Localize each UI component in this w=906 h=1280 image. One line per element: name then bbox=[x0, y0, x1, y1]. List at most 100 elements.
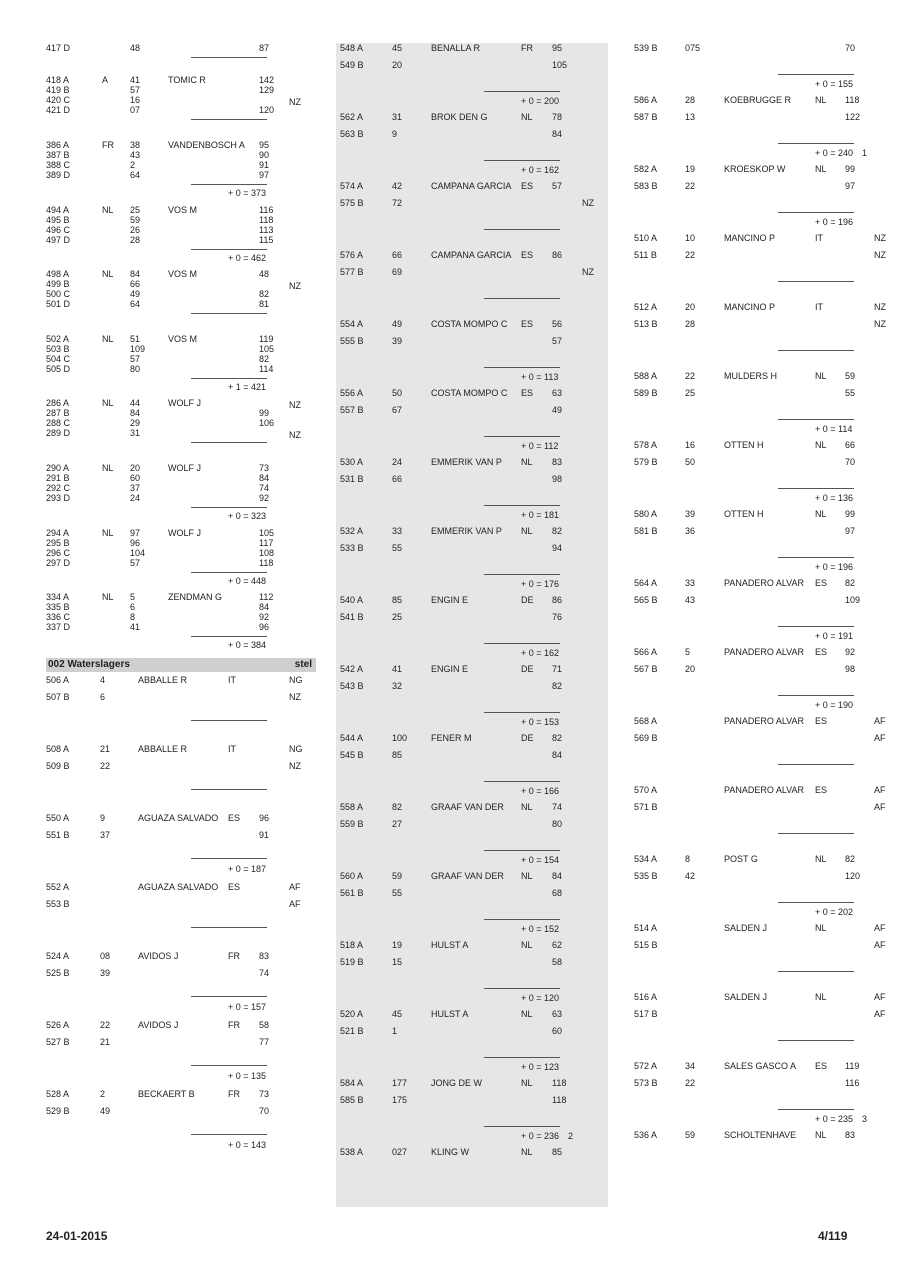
subtotal-rule bbox=[484, 436, 560, 437]
score: 84 bbox=[552, 871, 563, 881]
status-flag: NG bbox=[289, 744, 303, 754]
subtotal-rule bbox=[191, 119, 267, 120]
country-code: ES bbox=[521, 319, 534, 329]
score: 99 bbox=[845, 509, 856, 519]
country-code: NL bbox=[102, 334, 114, 344]
participant-name: MANCINO P bbox=[724, 233, 776, 243]
ring-code: 529 B bbox=[46, 1106, 70, 1116]
score: 97 bbox=[845, 181, 856, 191]
ring-code: 586 A bbox=[634, 95, 658, 105]
subtotal: + 0 = 323 bbox=[228, 511, 267, 521]
entry-number: 075 bbox=[685, 43, 701, 53]
country-code: IT bbox=[815, 302, 823, 312]
participant-name: PANADERO ALVAR bbox=[724, 716, 805, 726]
entry-number: 13 bbox=[685, 112, 696, 122]
entry-number: 5 bbox=[685, 647, 691, 657]
subtotal: + 0 = 190 bbox=[815, 700, 854, 710]
subtotal: + 0 = 152 bbox=[521, 924, 560, 934]
subtotal-rule bbox=[484, 643, 560, 644]
subtotal-rule bbox=[191, 507, 267, 508]
footer-date: 24-01-2015 bbox=[46, 1229, 108, 1243]
subtotal-rule bbox=[191, 378, 267, 379]
score: 84 bbox=[552, 129, 563, 139]
ring-code: 544 A bbox=[340, 733, 364, 743]
entry-number: 41 bbox=[130, 75, 141, 85]
country-code: NL bbox=[815, 371, 827, 381]
score: 48 bbox=[259, 269, 270, 279]
score: 118 bbox=[552, 1078, 567, 1088]
country-code: NL bbox=[815, 854, 827, 864]
participant-name: SALDEN J bbox=[724, 923, 768, 933]
status-flag: NZ bbox=[289, 761, 301, 771]
entry-number: 43 bbox=[685, 595, 696, 605]
subtotal: + 0 = 162 bbox=[521, 648, 560, 658]
score: 95 bbox=[552, 43, 563, 53]
entry-number: 8 bbox=[685, 854, 691, 864]
entry-number: 100 bbox=[392, 733, 408, 743]
entry-number: 80 bbox=[130, 364, 141, 374]
ring-code: 556 A bbox=[340, 388, 364, 398]
country-code: NL bbox=[102, 205, 114, 215]
ring-code: 588 A bbox=[634, 371, 658, 381]
ring-code: 548 A bbox=[340, 43, 364, 53]
subtotal-rule bbox=[484, 160, 560, 161]
ring-code: 557 B bbox=[340, 405, 364, 415]
ring-code: 526 A bbox=[46, 1020, 70, 1030]
status-flag: NZ bbox=[289, 400, 301, 410]
subtotal-rule bbox=[484, 1057, 560, 1058]
subtotal-rule bbox=[778, 626, 854, 627]
entry-number: 39 bbox=[100, 968, 111, 978]
subtotal-rule bbox=[484, 919, 560, 920]
score: 94 bbox=[552, 543, 563, 553]
participant-name: PANADERO ALVAR bbox=[724, 647, 805, 657]
participant-name: VOS M bbox=[168, 205, 198, 215]
ring-code: 536 A bbox=[634, 1130, 658, 1140]
score: 83 bbox=[845, 1130, 856, 1140]
participant-name: AGUAZA SALVADO bbox=[138, 882, 219, 892]
score: 92 bbox=[259, 493, 270, 503]
entry-number: 49 bbox=[392, 319, 403, 329]
entry-number: 45 bbox=[392, 43, 403, 53]
score: 86 bbox=[552, 595, 563, 605]
subtotal-rule bbox=[191, 442, 267, 443]
ring-code: 389 D bbox=[46, 170, 71, 180]
subtotal-rule bbox=[484, 850, 560, 851]
ring-code: 295 B bbox=[46, 538, 70, 548]
subtotal-rule bbox=[191, 720, 267, 721]
ring-code: 387 B bbox=[46, 150, 70, 160]
ring-code: 541 B bbox=[340, 612, 364, 622]
score: 81 bbox=[259, 299, 270, 309]
participant-name: JONG DE W bbox=[431, 1078, 482, 1088]
score: 105 bbox=[259, 344, 275, 354]
ring-code: 539 B bbox=[634, 43, 658, 53]
ring-code: 576 A bbox=[340, 250, 364, 260]
section-header-right: stel bbox=[294, 659, 312, 670]
participant-name: BENALLA R bbox=[431, 43, 481, 53]
subtotal-rule bbox=[191, 636, 267, 637]
subtotal-rule bbox=[191, 249, 267, 250]
country-code: NL bbox=[102, 528, 114, 538]
entry-number: 41 bbox=[130, 622, 141, 632]
entry-number: 64 bbox=[130, 299, 141, 309]
ring-code: 570 A bbox=[634, 785, 658, 795]
subtotal: + 0 = 200 bbox=[521, 96, 560, 106]
entry-number: 28 bbox=[685, 95, 696, 105]
score: 91 bbox=[259, 160, 270, 170]
entry-number: 177 bbox=[392, 1078, 408, 1088]
ring-code: 554 A bbox=[340, 319, 364, 329]
participant-name: MULDERS H bbox=[724, 371, 778, 381]
status-flag: NZ bbox=[582, 267, 594, 277]
score: 120 bbox=[845, 871, 861, 881]
entry-number: 39 bbox=[685, 509, 696, 519]
ring-code: 296 C bbox=[46, 548, 71, 558]
status-flag: NZ bbox=[874, 250, 886, 260]
ring-code: 287 B bbox=[46, 408, 70, 418]
ring-code: 585 B bbox=[340, 1095, 364, 1105]
subtotal-rule bbox=[778, 74, 854, 75]
country-code: ES bbox=[815, 716, 828, 726]
country-code: FR bbox=[102, 140, 114, 150]
subtotal: + 0 = 166 bbox=[521, 786, 560, 796]
subtotal-rule bbox=[778, 488, 854, 489]
subtotal-rule bbox=[191, 313, 267, 314]
status-flag: NZ bbox=[289, 692, 301, 702]
